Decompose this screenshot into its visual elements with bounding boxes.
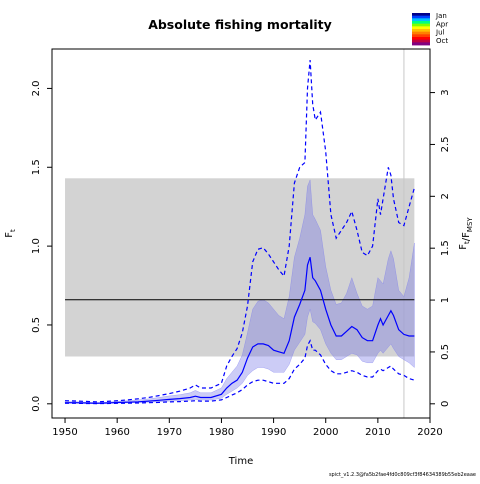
f-estimate-line bbox=[65, 257, 415, 404]
y-tick-label-right: 0.5 bbox=[440, 344, 451, 360]
legend-month-label: Oct bbox=[436, 37, 448, 45]
legend-month-label: Jan bbox=[435, 12, 447, 20]
y-tick-label-left: 0.5 bbox=[31, 317, 42, 333]
legend-color-swatch bbox=[412, 21, 430, 25]
y-tick-label-right: 0 bbox=[440, 401, 451, 407]
legend-color-swatch bbox=[412, 18, 430, 22]
x-tick-label: 2000 bbox=[313, 427, 338, 438]
plot-frame bbox=[51, 48, 431, 419]
x-tick-label: 1970 bbox=[157, 427, 182, 438]
legend-color-swatch bbox=[412, 29, 430, 33]
y-axis-label-left: Ft bbox=[4, 229, 17, 238]
x-tick-label: 1950 bbox=[52, 427, 77, 438]
x-tick-label: 1980 bbox=[209, 427, 234, 438]
version-footer: spict_v1.2.3@fa5b2fae4fd0c809cf3f8463438… bbox=[328, 472, 476, 478]
x-tick-label: 2010 bbox=[365, 427, 390, 438]
y-tick-label-left: 2.0 bbox=[31, 80, 42, 96]
fmsy-band bbox=[65, 178, 415, 357]
chart-title: Absolute fishing mortality bbox=[148, 17, 332, 32]
ci-upper-dashed-line bbox=[64, 59, 415, 403]
legend-color-swatch bbox=[412, 42, 430, 46]
ci-lower-dashed-line bbox=[65, 339, 415, 405]
y-tick-label-left: 1.0 bbox=[31, 238, 42, 254]
legend-color-swatch bbox=[412, 37, 430, 41]
y-tick-label-right: 2 bbox=[440, 193, 451, 199]
legend-color-swatch bbox=[412, 13, 430, 17]
y-tick-label-right: 1.5 bbox=[440, 240, 451, 256]
x-tick-label: 1960 bbox=[104, 427, 129, 438]
legend-month-label: Jul bbox=[435, 29, 445, 37]
legend-color-swatch bbox=[412, 31, 430, 35]
y-tick-label-left: 1.5 bbox=[31, 159, 42, 175]
x-tick-label: 1990 bbox=[261, 427, 286, 438]
x-tick-label: 2020 bbox=[417, 427, 442, 438]
axes-layer: 1950 1960 1970 1980 1990 2000 2010 2020 0.0 0.5 1.… bbox=[4, 48, 474, 438]
plot-layer bbox=[64, 49, 415, 418]
ci-band-area bbox=[64, 179, 415, 404]
x-axis-label: Time bbox=[228, 456, 253, 467]
y-tick-label-right: 2.5 bbox=[440, 136, 451, 152]
legend-color-swatch bbox=[412, 34, 430, 38]
legend-color-swatch bbox=[412, 23, 430, 27]
y-axis-label-right: Ft/FMSY bbox=[458, 217, 474, 250]
legend-color-swatch bbox=[412, 26, 430, 30]
y-tick-label-left: 0.0 bbox=[31, 396, 42, 412]
y-tick-label-right: 3 bbox=[440, 89, 451, 95]
legend-color-swatch bbox=[412, 39, 430, 43]
legend-color-swatch bbox=[412, 15, 430, 19]
y-tick-label-right: 1 bbox=[440, 297, 451, 303]
legend-month-label: Apr bbox=[436, 20, 448, 28]
